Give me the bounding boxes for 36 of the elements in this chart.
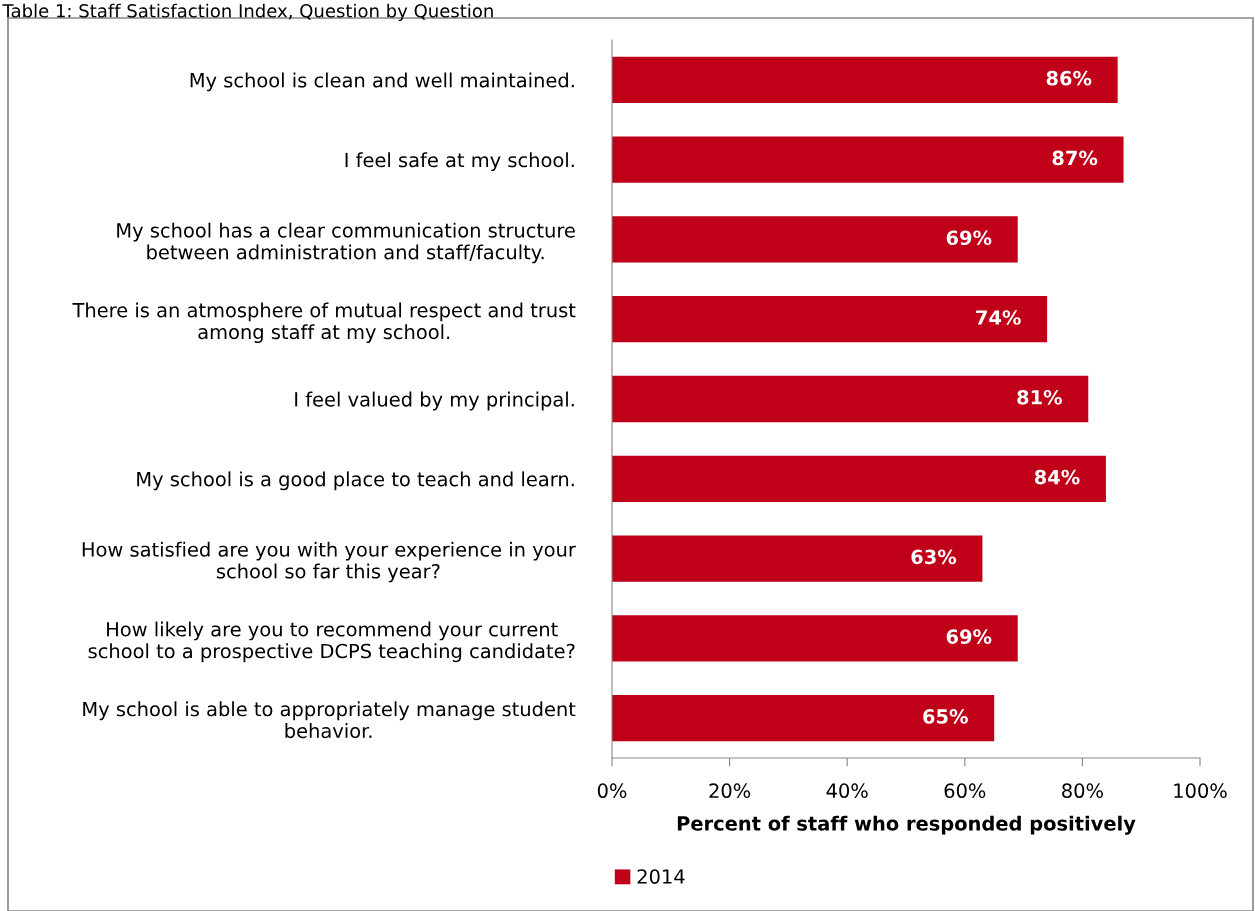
text: Table 1: Staff Satisfaction Index, Question by Question (2, 3, 493, 22)
bar (612, 694, 995, 742)
x-tick-label: 100% (1174, 783, 1227, 799)
data-label: 84% (1034, 469, 1080, 485)
data-label: 87% (1052, 150, 1098, 166)
x-tick-label: 80% (1062, 783, 1103, 799)
data-label: 69% (946, 230, 992, 246)
y-tick-label: My school is a good place to teach and learn. (137, 471, 574, 491)
data-label: 65% (923, 709, 968, 724)
y-tick-label: How likely are you to recommend your current school to a prospective DCPS teaching candidate? (88, 621, 575, 663)
x-tick-label: 0% (597, 783, 627, 799)
bar (612, 56, 1118, 104)
y-tick-label: There is an atmosphere of mutual respect and trust among staff at my school. (72, 302, 576, 344)
data-label: 74% (976, 310, 1021, 325)
bar (612, 375, 1089, 423)
bar (612, 216, 1018, 263)
y-tick-label: My school is able to appropriately manage student behavior. (83, 701, 576, 739)
y-tick-label: How satisfied are you with your experience in your school so far this year? (82, 541, 576, 583)
x-tick-label: 40% (826, 783, 868, 799)
bar (612, 136, 1124, 183)
bar (612, 615, 1018, 662)
x-tick-label: 60% (944, 783, 986, 799)
y-tick-label: My school is clean and well maintained. (190, 72, 574, 92)
x-tick-label: 20% (709, 783, 751, 799)
bar (612, 535, 983, 582)
y-tick-label: I feel valued by my principal. (295, 391, 574, 411)
data-label: 81% (1017, 389, 1062, 405)
legend-label: 2014 (637, 869, 685, 884)
x-axis-title: Percent of staff who responded positively (677, 815, 1136, 835)
y-tick-label: I feel safe at my school. (345, 152, 574, 172)
y-tick-label: My school has a clear communication structure between administration and staff/faculty. (117, 222, 575, 264)
data-label: 86% (1046, 70, 1092, 86)
data-label: 69% (946, 629, 992, 644)
bar (612, 455, 1106, 502)
bar (612, 296, 1048, 343)
data-label: 63% (911, 549, 957, 565)
